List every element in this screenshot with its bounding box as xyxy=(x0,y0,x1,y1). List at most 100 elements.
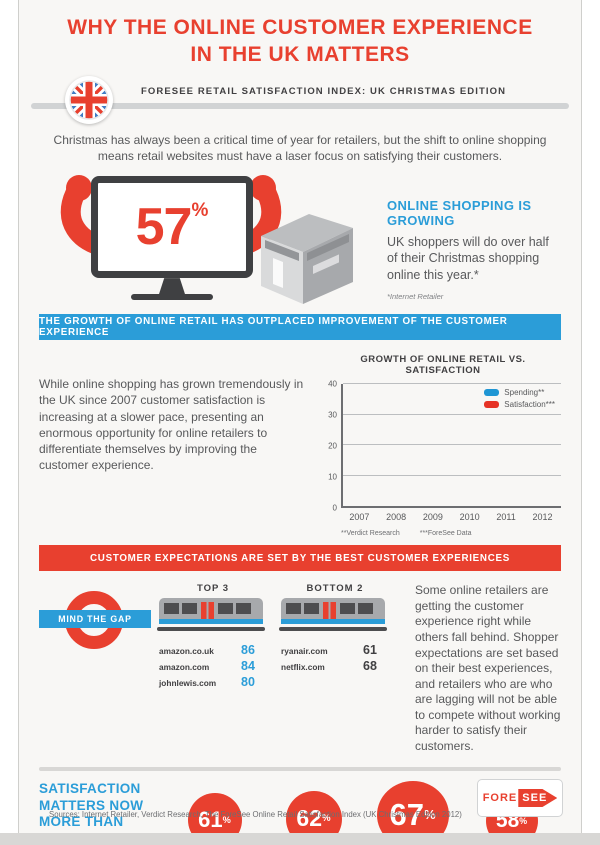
x-tick-label: 2011 xyxy=(496,512,516,523)
x-tick-label: 2012 xyxy=(532,512,553,523)
intro-paragraph: Christmas has always been a critical tim… xyxy=(53,132,547,163)
legend-item: Spending** xyxy=(484,388,555,397)
hero-section: 57% ONLINE SHOPPING IS GROWING UK shoppe… xyxy=(19,170,581,306)
expectations-banner: CUSTOMER EXPECTATIONS ARE SET BY THE BES… xyxy=(39,545,561,572)
hero-stat: 57% xyxy=(135,198,209,257)
monitor-icon: 57% xyxy=(91,176,253,279)
legend-item: Satisfaction*** xyxy=(484,400,555,409)
monitor-base xyxy=(131,294,213,301)
gridline xyxy=(343,474,561,476)
bottom2-panel: BOTTOM 2 ryanair.com 61 netflix.com xyxy=(279,583,391,755)
table-row: amazon.com 84 xyxy=(159,659,267,673)
chart-title: GROWTH OF ONLINE RETAIL VS. SATISFACTION xyxy=(360,354,526,377)
foresee-logo-text: FORE xyxy=(482,792,518,804)
sources-line: Sources: Internet Retailer, Verdict Rese… xyxy=(49,810,462,819)
chart-footnote-verdict: **Verdict Research xyxy=(341,530,400,538)
site-score: 84 xyxy=(241,659,255,674)
divider-rule xyxy=(31,102,569,109)
x-tick-label: 2010 xyxy=(459,512,480,523)
top3-panel: TOP 3 amazon.co.uk 86 amazon.com xyxy=(157,583,269,755)
stat-balloon: 61% xyxy=(187,792,242,833)
hero-body: UK shoppers will do over half of their C… xyxy=(387,235,549,282)
train-icon xyxy=(157,598,265,632)
growth-chart: GROWTH OF ONLINE RETAIL VS. SATISFACTION… xyxy=(307,354,561,537)
bottom2-header: BOTTOM 2 xyxy=(306,583,364,595)
underground-roundel-icon: MIND THE GAP xyxy=(39,591,157,661)
y-tick-label: 30 xyxy=(328,410,337,420)
gap-section: MIND THE GAP TOP 3 amazon.co.uk 86 xyxy=(19,571,581,755)
chart-x-labels: 2007 2008 2009 2010 2011 2012 xyxy=(341,512,561,522)
growth-paragraph: While online shopping has grown tremendo… xyxy=(39,377,304,473)
chart-plot: Spending** Satisfaction*** xyxy=(341,383,561,509)
site-name: amazon.com xyxy=(159,662,210,673)
bottom2-rows: ryanair.com 61 netflix.com 68 xyxy=(279,643,391,673)
hero-text-block: ONLINE SHOPPING IS GROWING UK shoppers w… xyxy=(349,170,561,306)
site-score: 61 xyxy=(363,643,377,658)
store-building-icon xyxy=(261,214,353,305)
stat-item: 61% more committed to the brand overall xyxy=(165,781,264,833)
infographic-page: WHY THE ONLINE CUSTOMER EXPERIENCE IN TH… xyxy=(18,0,582,833)
uk-flag-icon xyxy=(65,75,113,124)
table-row: amazon.co.uk 86 xyxy=(159,643,267,657)
site-score: 80 xyxy=(241,675,255,690)
site-name: ryanair.com xyxy=(281,646,328,657)
stat-balloon: 62% xyxy=(285,790,342,833)
table-row: netflix.com 68 xyxy=(281,659,389,673)
percent-sign: % xyxy=(519,815,528,826)
gap-paragraph: Some online retailers are getting the cu… xyxy=(415,583,561,754)
stat-item: 62% more likely to purchase from the ret… xyxy=(264,781,363,833)
site-score: 86 xyxy=(241,643,255,658)
footer: Sources: Internet Retailer, Verdict Rese… xyxy=(19,775,581,833)
legend-swatch-icon xyxy=(484,389,500,397)
percent-sign: % xyxy=(322,813,331,825)
percent-sign: % xyxy=(222,814,231,825)
growth-section: While online shopping has grown tremendo… xyxy=(19,340,581,537)
growth-banner: THE GROWTH OF ONLINE RETAIL HAS OUTPLACE… xyxy=(39,314,561,341)
legend-label: Spending** xyxy=(504,388,545,398)
hero-footnote: *Internet Retailer xyxy=(387,291,444,301)
page-bottom-strip xyxy=(0,833,600,845)
x-tick-label: 2007 xyxy=(349,512,370,523)
chart-footnote-foresee: ***ForeSee Data xyxy=(419,530,472,538)
gridline xyxy=(343,413,561,415)
stat-balloon: 67% xyxy=(376,780,449,833)
top3-rows: amazon.co.uk 86 amazon.com 84 johnlewis.… xyxy=(157,643,269,689)
page-title: WHY THE ONLINE CUSTOMER EXPERIENCE IN TH… xyxy=(19,15,581,69)
chart-footnotes: **Verdict Research ***ForeSee Data xyxy=(341,530,561,537)
foresee-logo: FORE SEE xyxy=(477,779,563,817)
index-banner-row: FORESEE RETAIL SATISFACTION INDEX: UK CH… xyxy=(19,75,581,126)
index-banner-label: FORESEE RETAIL SATISFACTION INDEX: UK CH… xyxy=(141,85,507,97)
x-tick-label: 2008 xyxy=(386,512,407,523)
y-tick-label: 0 xyxy=(332,503,337,513)
train-icon xyxy=(279,598,387,632)
percent-sign: % xyxy=(423,807,436,823)
mind-the-gap-sign: MIND THE GAP xyxy=(39,610,151,629)
legend-swatch-icon xyxy=(484,401,500,409)
y-tick-label: 10 xyxy=(328,472,337,482)
table-row: johnlewis.com 80 xyxy=(159,675,267,689)
y-tick-label: 40 xyxy=(328,379,337,389)
page-title-line1: WHY THE ONLINE CUSTOMER EXPERIENCE xyxy=(67,16,533,39)
monitor-stand xyxy=(159,278,185,295)
site-name: netflix.com xyxy=(281,662,325,673)
legend-label: Satisfaction*** xyxy=(504,400,555,410)
top3-header: TOP 3 xyxy=(196,583,230,595)
gridline xyxy=(343,383,561,385)
stat-item: 67% more likely to recommend the retaile… xyxy=(363,780,462,833)
gridline xyxy=(343,444,561,446)
site-name: amazon.co.uk xyxy=(159,646,214,657)
foresee-logo-arrow: SEE xyxy=(518,789,558,807)
page-title-line2: IN THE UK MATTERS xyxy=(190,42,410,66)
chart-legend: Spending** Satisfaction*** xyxy=(484,388,555,412)
satisfaction-text-block: SATISFACTION MATTERS NOW MORE THAN EVER!… xyxy=(39,781,165,833)
satisfaction-heading: SATISFACTION MATTERS NOW MORE THAN EVER! xyxy=(39,780,144,833)
hero-heading: ONLINE SHOPPING IS GROWING xyxy=(387,198,532,229)
y-tick-label: 20 xyxy=(328,441,337,451)
site-score: 68 xyxy=(363,659,377,674)
table-row: ryanair.com 61 xyxy=(281,643,389,657)
site-name: johnlewis.com xyxy=(159,678,217,689)
section-divider xyxy=(39,766,561,771)
percent-sign: % xyxy=(191,200,209,222)
chart-y-axis: 0 10 20 30 40 xyxy=(325,380,341,513)
x-tick-label: 2009 xyxy=(422,512,443,523)
